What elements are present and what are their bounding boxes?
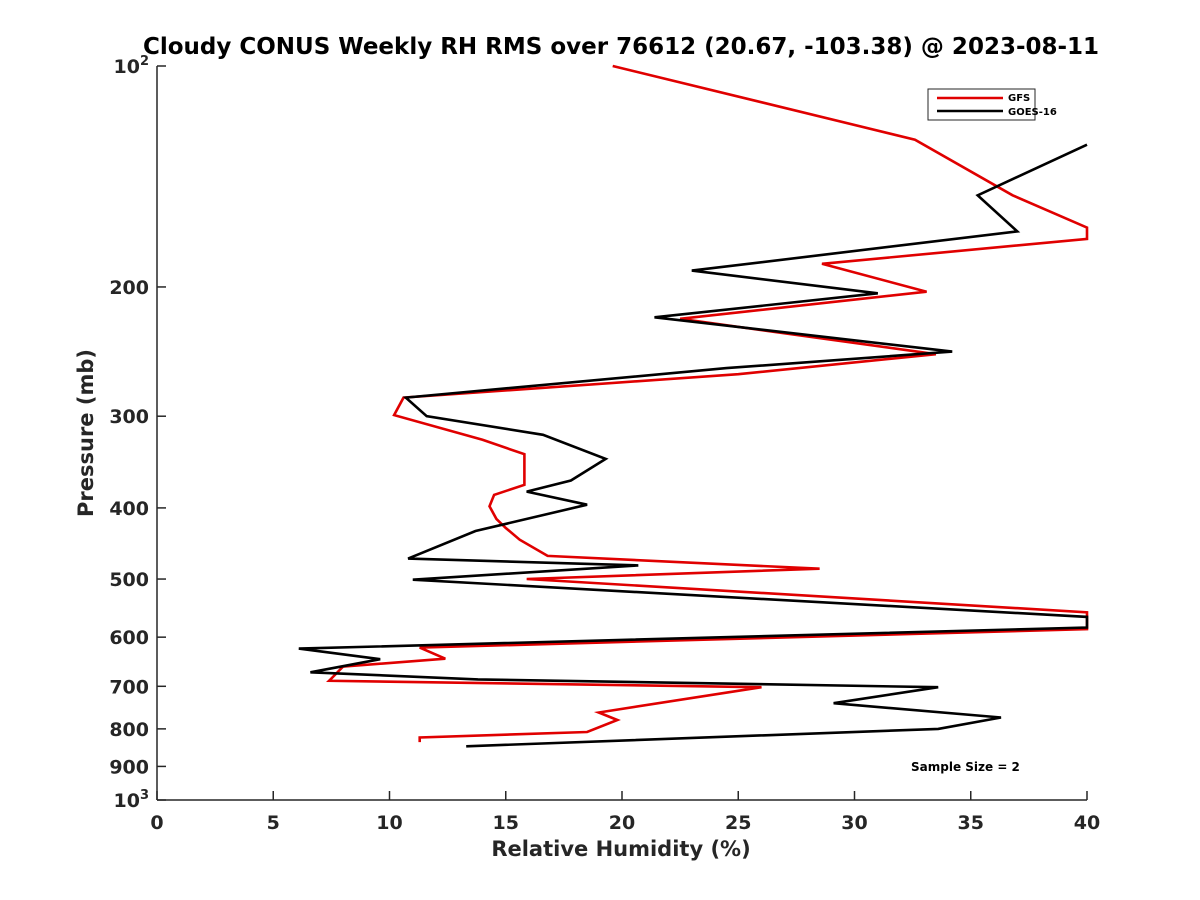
y-tick-label: 102: [114, 54, 150, 78]
x-tick-label: 35: [958, 812, 984, 834]
series-layer: [298, 64, 1089, 748]
x-axis-label: Relative Humidity (%): [491, 837, 750, 861]
x-tick-label: 0: [150, 812, 163, 834]
y-tick-label: 900: [109, 756, 149, 778]
x-ticks: 0 5 10 15 20 25 30 35 40: [150, 791, 1100, 834]
legend-label-gfs: GFS: [1008, 93, 1030, 104]
legend: GFS GOES-16: [927, 88, 1057, 121]
y-tick-label: 500: [109, 569, 149, 591]
legend-label-goes16: GOES-16: [1008, 107, 1057, 118]
sample-size-annotation: Sample Size = 2: [911, 760, 1020, 774]
y-tick-label: 103: [114, 788, 150, 812]
x-tick-label: 10: [376, 812, 402, 834]
chart-title: Cloudy CONUS Weekly RH RMS over 76612 (2…: [143, 34, 1099, 60]
y-ticks: 102 200 300 400 500 600 700 800 900 103: [109, 54, 166, 812]
y-tick-label: 400: [109, 498, 149, 520]
series-line-gfs: [326, 64, 1089, 743]
y-tick-label: 800: [109, 719, 149, 741]
y-tick-label: 200: [109, 277, 149, 299]
y-tick-label: 300: [109, 406, 149, 428]
y-axis-label: Pressure (mb): [74, 349, 98, 517]
y-tick-label: 600: [109, 627, 149, 649]
x-tick-label: 15: [493, 812, 519, 834]
series-line-goes16: [298, 143, 1089, 748]
x-tick-label: 25: [725, 812, 751, 834]
x-tick-label: 5: [267, 812, 280, 834]
x-tick-label: 40: [1074, 812, 1100, 834]
axes-layer: [156, 66, 1087, 801]
legend-box: [927, 88, 1036, 121]
x-tick-label: 30: [841, 812, 867, 834]
y-tick-label: 700: [109, 676, 149, 698]
x-tick-label: 20: [609, 812, 635, 834]
